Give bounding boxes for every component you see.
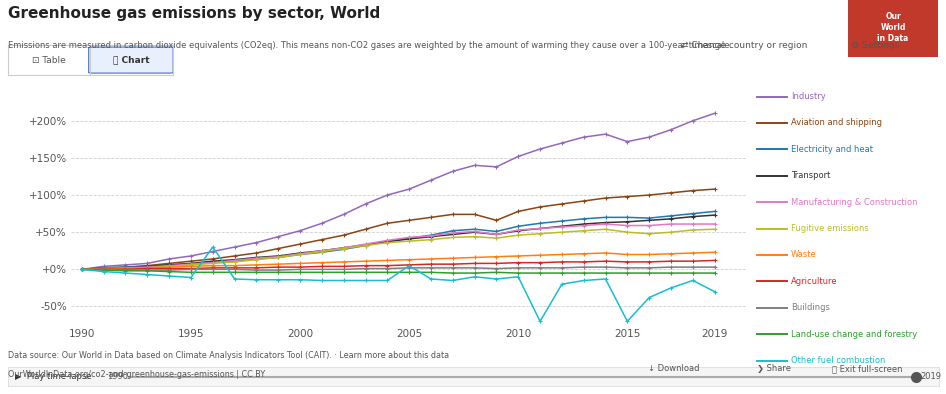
Text: Waste: Waste	[791, 251, 816, 259]
Text: Aviation and shipping: Aviation and shipping	[791, 119, 882, 127]
Text: Greenhouse gas emissions by sector, World: Greenhouse gas emissions by sector, Worl…	[8, 6, 379, 21]
Text: Land-use change and forestry: Land-use change and forestry	[791, 330, 917, 338]
Text: ⇄ Change country or region: ⇄ Change country or region	[681, 41, 808, 50]
Text: Industry: Industry	[791, 92, 826, 101]
Text: Buildings: Buildings	[791, 303, 830, 312]
Text: Data source: Our World in Data based on Climate Analysis Indicators Tool (CAIT).: Data source: Our World in Data based on …	[8, 351, 448, 361]
Text: Fugitive emissions: Fugitive emissions	[791, 224, 868, 233]
Text: ↓ Download: ↓ Download	[648, 364, 699, 374]
Text: Agriculture: Agriculture	[791, 277, 837, 286]
Text: ▶  Play time-lapse: ▶ Play time-lapse	[15, 372, 92, 381]
Text: Emissions are measured in carbon dioxide equivalents (CO2eq). This means non-CO2: Emissions are measured in carbon dioxide…	[8, 41, 731, 50]
Text: 1990: 1990	[107, 372, 129, 381]
Text: ⚙ Settings: ⚙ Settings	[851, 41, 900, 50]
Text: 2019: 2019	[920, 372, 941, 381]
FancyBboxPatch shape	[89, 47, 173, 73]
Text: ❯ Share: ❯ Share	[757, 364, 791, 374]
Text: Electricity and heat: Electricity and heat	[791, 145, 873, 154]
Text: OurWorldInData.org/co2-and-greenhouse-gas-emissions | CC BY: OurWorldInData.org/co2-and-greenhouse-ga…	[8, 370, 265, 379]
Text: ⤢ Exit full-screen: ⤢ Exit full-screen	[832, 364, 903, 374]
Text: Manufacturing & Construction: Manufacturing & Construction	[791, 198, 918, 206]
Text: Our
World
in Data: Our World in Data	[877, 12, 909, 43]
Text: 📈 Chart: 📈 Chart	[114, 56, 150, 65]
Text: ⊡ Table: ⊡ Table	[32, 56, 66, 65]
Text: Transport: Transport	[791, 171, 831, 180]
Text: Other fuel combustion: Other fuel combustion	[791, 356, 885, 365]
